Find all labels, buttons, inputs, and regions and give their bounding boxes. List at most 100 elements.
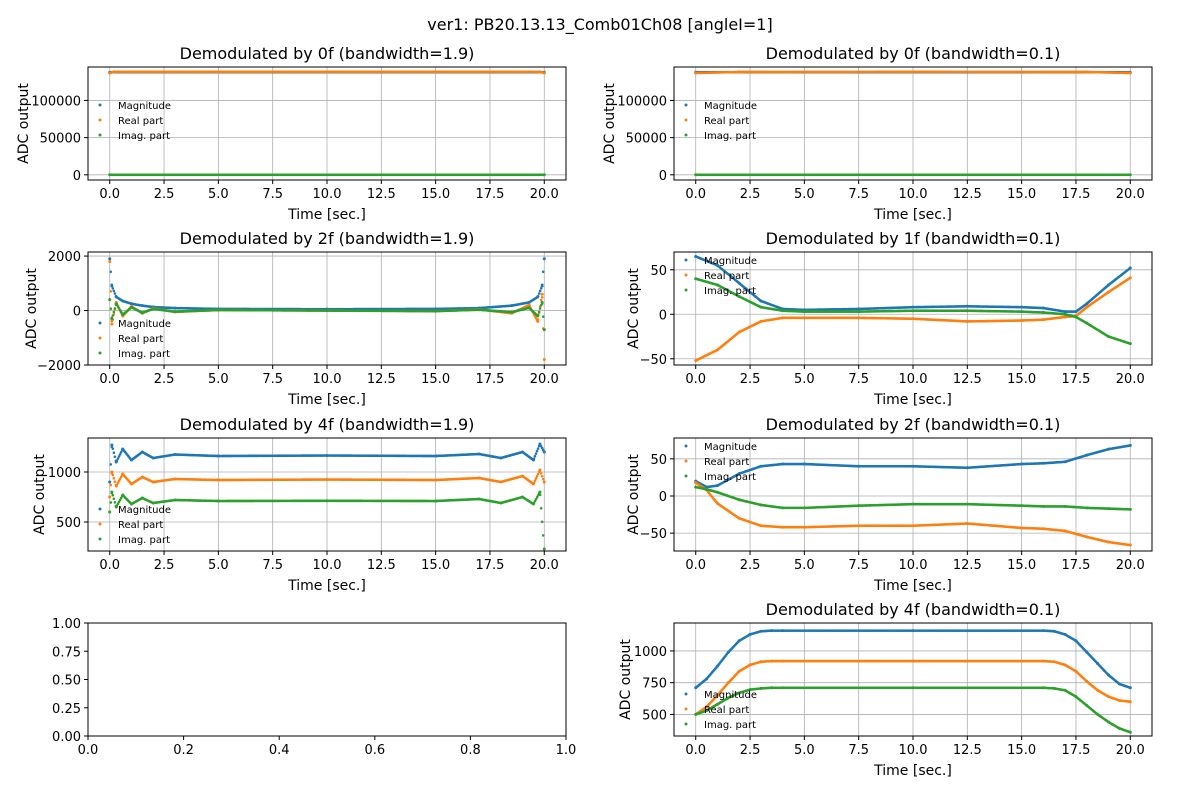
legend-marker (98, 321, 102, 325)
y-tick-label: 0 (73, 305, 81, 320)
data-point-key (1063, 310, 1067, 314)
data-point-key (781, 316, 785, 320)
subplot-2: 0.0 2.5 5.0 7.5 10.0 12.5 15.0 17.5 20.005000010… (602, 44, 1153, 223)
x-tick-label: 0.0 (99, 372, 120, 387)
data-point-key (325, 309, 329, 313)
legend-entry: Imag. part (98, 131, 170, 142)
data-point-key (911, 70, 915, 74)
legend-marker (684, 133, 688, 137)
y-tick-label: −2000 (37, 359, 81, 374)
data-point-key (1107, 290, 1111, 294)
legend-label: Imag. part (118, 131, 170, 142)
plot-area (694, 254, 1132, 363)
data-point-key (802, 316, 806, 320)
data-point-key (857, 316, 861, 320)
data-point (539, 298, 543, 302)
x-tick-label: 2.5 (154, 372, 175, 387)
series-real-part (694, 276, 1132, 363)
legend-entry: Real part (98, 334, 163, 345)
series-imag-part (694, 277, 1132, 346)
y-tick-label: 100000 (31, 94, 81, 109)
y-tick-label: 0 (73, 169, 81, 184)
x-tick-label: 12.5 (367, 372, 396, 387)
data-point-key (965, 304, 969, 308)
data-point-key (538, 70, 542, 74)
series-imag-part (694, 173, 1132, 177)
legend-label: Magnitude (118, 101, 171, 112)
x-tick-label: 20.0 (530, 372, 559, 387)
data-point-key (108, 173, 112, 177)
data-point-key (110, 322, 114, 326)
series-real-part (108, 70, 546, 75)
data-point-key (542, 328, 546, 332)
data-point-key (911, 317, 915, 321)
data-point-key (759, 299, 763, 303)
x-tick-label: 15.0 (421, 372, 450, 387)
x-tick-label: 2.5 (154, 187, 175, 202)
data-point-key (540, 300, 544, 304)
data-point-key (140, 304, 144, 308)
x-tick-label: 7.5 (848, 187, 869, 202)
data-point-key (1020, 319, 1024, 323)
data-point-key (1085, 305, 1089, 309)
data-point-key (510, 310, 514, 314)
data-point-key (527, 303, 531, 307)
data-point-key (540, 284, 544, 288)
data-point-key (694, 254, 698, 258)
data-point (534, 316, 538, 320)
data-point-key (527, 306, 531, 310)
y-tick-label: 50000 (40, 132, 81, 147)
x-tick-label: 12.5 (953, 187, 982, 202)
legend-entry: Magnitude (684, 101, 757, 112)
x-tick-label: 10.0 (313, 187, 342, 202)
data-point-key (1128, 71, 1132, 75)
legend-marker (98, 118, 102, 122)
data-point (109, 307, 113, 311)
data-point-key (1128, 173, 1132, 177)
x-tick-label: 10.0 (899, 187, 928, 202)
plot-area (108, 257, 546, 362)
plot-area (694, 70, 1132, 177)
data-point-key (216, 308, 220, 312)
data-point-key (434, 309, 438, 313)
data-point-key (542, 71, 546, 75)
data-point-key (536, 319, 540, 323)
legend-entry: Real part (684, 116, 749, 127)
data-point (111, 314, 115, 317)
data-point-key (129, 305, 133, 309)
legend-entry: Real part (98, 116, 163, 127)
data-point-key (151, 307, 155, 311)
data-point-key (737, 70, 741, 74)
legend-label: Imag. part (118, 349, 170, 360)
series-imag-part (108, 173, 546, 177)
x-tick-label: 17.5 (475, 187, 504, 202)
data-point-key (694, 71, 698, 75)
x-tick-label: 12.5 (367, 187, 396, 202)
axes-layer: 0.0 2.5 5.0 7.5 10.0 12.5 15.0 17.5 20.0 0 50000 10… (16, 44, 1153, 779)
data-point (112, 289, 116, 293)
legend-label: Magnitude (704, 101, 757, 112)
data-point-key (694, 173, 698, 177)
data-point-key (536, 314, 540, 318)
data-point (537, 292, 541, 295)
data-point-key (1128, 266, 1132, 270)
x-tick-label: 15.0 (421, 187, 450, 202)
x-tick-label: 5.0 (208, 372, 229, 387)
data-point-key (510, 304, 514, 308)
data-point-key (110, 284, 114, 288)
data-point-key (216, 70, 220, 74)
data-point-key (434, 307, 438, 311)
data-point-key (140, 311, 144, 315)
y-tick-label: 2000 (48, 250, 81, 265)
legend-marker (684, 118, 688, 122)
data-point-key (112, 70, 116, 74)
legend-marker (98, 336, 102, 340)
x-axis-label: Time [sec.] (873, 207, 952, 223)
y-tick-label: 0 (659, 169, 667, 184)
legend-marker (98, 133, 102, 137)
legend-label: Real part (118, 116, 163, 127)
data-point-key (121, 313, 125, 317)
data-point-key (1020, 305, 1024, 309)
data-point-key (108, 298, 112, 302)
